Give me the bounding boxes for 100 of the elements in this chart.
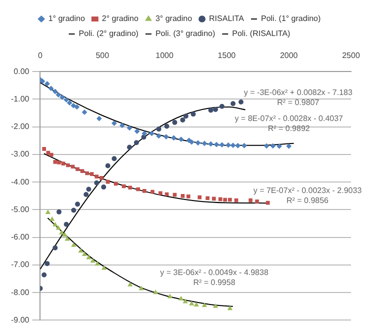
x-tick-label: 1000 (156, 51, 174, 60)
point (126, 144, 132, 150)
point (52, 88, 58, 94)
point (219, 104, 224, 109)
point (228, 198, 232, 202)
point (235, 143, 240, 148)
point (195, 140, 200, 146)
point (70, 164, 75, 169)
point (266, 200, 270, 205)
point (86, 186, 92, 192)
point (212, 196, 216, 201)
point (180, 117, 186, 122)
point (164, 124, 170, 129)
point (46, 210, 50, 214)
legend-label: RISALITA (209, 14, 245, 24)
point (172, 120, 178, 125)
y-tick-label: -1.00 (11, 94, 30, 104)
point (136, 187, 140, 192)
annotation: R² = 0.9892 (268, 124, 310, 133)
annotation: R² = 0.9958 (193, 278, 236, 288)
point (50, 152, 54, 157)
point (214, 142, 219, 148)
point (62, 232, 67, 237)
point (139, 286, 144, 290)
point (134, 128, 140, 134)
point (156, 133, 162, 138)
point (202, 140, 207, 146)
y-tick-label: -9.00 (11, 315, 30, 324)
point (95, 262, 100, 266)
point (112, 156, 117, 162)
point (80, 169, 84, 173)
point (128, 282, 132, 286)
point (85, 171, 90, 176)
point (156, 126, 162, 132)
legend-label: Poli. (1° gradino) (260, 14, 321, 24)
point (99, 176, 104, 180)
point (168, 294, 172, 298)
point (230, 142, 236, 148)
point (56, 92, 61, 98)
point (183, 299, 188, 304)
point (202, 303, 207, 308)
point (86, 255, 91, 260)
legend-label: Poli. (RISALITA) (232, 29, 291, 38)
x-tick-label: 0 (38, 51, 44, 60)
point (264, 143, 270, 148)
point (64, 97, 69, 102)
annotation: y = 8E-07x² - 0.0028x - 0.4037 (234, 114, 344, 124)
point (158, 191, 162, 196)
point (255, 200, 259, 204)
legend-label: Poli. (3° gradino) (155, 29, 216, 38)
point (208, 108, 214, 113)
point (120, 122, 125, 128)
point (153, 290, 158, 294)
point (186, 194, 190, 198)
point (90, 258, 96, 263)
y-tick-label: 0.00 (14, 66, 30, 76)
point (56, 226, 61, 230)
point (171, 135, 176, 140)
point (218, 197, 222, 202)
point (219, 142, 224, 148)
point (183, 114, 188, 119)
point (90, 172, 94, 176)
legend-label: 2° gradino (102, 14, 140, 24)
point (44, 261, 50, 266)
point (94, 174, 99, 178)
point (223, 198, 227, 202)
point (84, 192, 89, 198)
point (150, 190, 154, 194)
annotation: y = 3E-06x² - 0.0049x - 4.9838 (160, 268, 269, 278)
point (248, 198, 252, 202)
point (142, 189, 146, 193)
legend-label: 3° gradino (155, 14, 193, 24)
point (178, 136, 184, 142)
point (42, 147, 46, 151)
point (276, 144, 282, 149)
point (206, 196, 210, 200)
x-tick-label: 2000 (280, 51, 298, 60)
annotation: y = -3E-06x² + 0.0082x - 7.183 (244, 88, 353, 97)
y-tick-label: -6.00 (11, 232, 30, 242)
point (228, 306, 232, 310)
annotation: R² = 0.9856 (286, 196, 330, 206)
point (65, 236, 70, 241)
point (126, 125, 132, 130)
point (59, 230, 64, 234)
point (60, 94, 65, 100)
point (101, 184, 106, 190)
point (226, 142, 231, 148)
y-tick-label: -2.00 (11, 122, 30, 132)
point (105, 163, 110, 168)
point (286, 144, 292, 149)
point (106, 180, 110, 184)
point (52, 222, 58, 226)
point (66, 163, 70, 168)
point (208, 141, 214, 146)
point (213, 106, 218, 112)
point (213, 304, 218, 308)
point (53, 160, 58, 164)
point (42, 272, 47, 278)
point (189, 140, 194, 145)
point (230, 101, 236, 106)
